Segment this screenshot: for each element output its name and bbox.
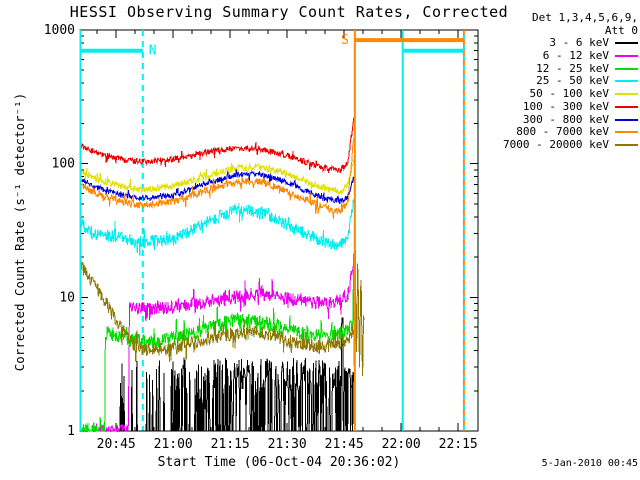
legend-entry-label: 7000 - 20000 keV — [503, 137, 609, 151]
legend-swatch — [615, 80, 638, 83]
x-axis-tick-label: 21:45 — [325, 437, 364, 452]
y-axis-tick-label: 10 — [59, 290, 75, 305]
legend-swatch — [615, 131, 638, 134]
x-axis-tick-label: 22:15 — [439, 437, 478, 452]
legend-swatch — [615, 118, 638, 121]
plot-creation-timestamp: 5-Jan-2010 00:45 — [541, 458, 638, 469]
trace-12-to-25keV-band — [80, 253, 355, 433]
legend-entry-label: 50 - 100 keV — [529, 87, 609, 101]
legend-swatch — [615, 55, 638, 58]
legend-entry-label: 300 - 800 keV — [522, 112, 609, 126]
trace-100-to-300keV-band — [80, 117, 356, 173]
x-axis-tick-label: 21:30 — [268, 437, 307, 452]
night-flag-label: N — [149, 44, 157, 59]
trace-7000-to-20000keV-band — [80, 233, 365, 377]
trace-300-to-800keV-band — [80, 169, 356, 204]
legend-entry-label: 3 - 6 keV — [549, 36, 609, 50]
legend-entry: 7000 - 20000 keV — [503, 137, 638, 152]
trace-50-to-100keV-band — [80, 156, 356, 195]
legend-entry-label: 25 - 50 keV — [536, 74, 609, 88]
x-axis-label: Start Time (06-Oct-04 20:36:02) — [157, 455, 401, 470]
plot-border — [79, 29, 479, 432]
legend-entries: 3 - 6 keV 6 - 12 keV 12 - 25 keV 25 - 50 ke… — [503, 37, 638, 151]
x-axis-tick-label: 20:45 — [97, 437, 136, 452]
y-axis-label: Corrected Count Rate (s⁻¹ detector⁻¹) — [12, 92, 27, 372]
trace-25-to-50keV-band — [80, 197, 356, 256]
x-axis-tick-label: 21:15 — [211, 437, 250, 452]
legend-entry: 100 - 300 keV — [503, 99, 638, 114]
legend-entry-label: 12 - 25 keV — [536, 61, 609, 75]
x-axis-tick-label: 22:00 — [382, 437, 421, 452]
legend-entry: 50 - 100 keV — [503, 87, 638, 101]
legend-entry: 12 - 25 keV — [503, 61, 638, 76]
legend-entry-label: 6 - 12 keV — [542, 49, 609, 63]
legend-entry: 300 - 800 keV — [503, 112, 638, 127]
x-axis-tick-label: 21:00 — [154, 437, 193, 452]
legend-header-attenuator: Att 0 — [604, 23, 638, 37]
legend-swatch — [615, 105, 638, 108]
legend: Det 1,3,4,5,6,9, Att 0 3 - 6 keV 6 - 12 k… — [503, 11, 638, 152]
legend-entry-label: 100 - 300 keV — [522, 99, 609, 113]
legend-swatch — [615, 42, 638, 45]
y-axis-tick-label: 100 — [52, 157, 75, 172]
y-axis-tick-label: 1000 — [44, 23, 75, 38]
y-axis-tick-label: 1 — [67, 424, 75, 439]
chart-title: HESSI Observing Summary Count Rates, Cor… — [69, 3, 509, 21]
legend-entry: 3 - 6 keV — [503, 37, 638, 50]
legend-swatch — [615, 67, 638, 70]
trace-3-to-6keV-band — [119, 317, 356, 432]
legend-header-detectors: Det 1,3,4,5,6,9, — [532, 11, 638, 24]
legend-entry: 800 - 7000 keV — [503, 125, 638, 139]
saa-flag-label: S — [341, 33, 349, 48]
legend-swatch — [615, 143, 638, 146]
legend-entry: 6 - 12 keV — [503, 49, 638, 63]
legend-entry: 25 - 50 keV — [503, 75, 638, 88]
trace-800-to-7000keV-band — [80, 136, 356, 219]
legend-entry-label: 800 - 7000 keV — [516, 125, 609, 139]
trace-6-to-12keV-band — [92, 254, 356, 433]
legend-swatch — [615, 93, 638, 96]
